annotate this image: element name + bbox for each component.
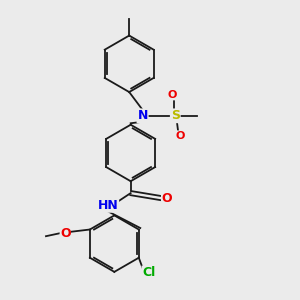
Text: O: O bbox=[168, 90, 177, 100]
Text: O: O bbox=[161, 192, 172, 205]
Text: N: N bbox=[137, 109, 148, 122]
Text: HN: HN bbox=[98, 200, 119, 212]
Text: Cl: Cl bbox=[142, 266, 155, 279]
Text: S: S bbox=[171, 109, 180, 122]
Text: O: O bbox=[175, 131, 184, 141]
Text: O: O bbox=[60, 227, 70, 240]
